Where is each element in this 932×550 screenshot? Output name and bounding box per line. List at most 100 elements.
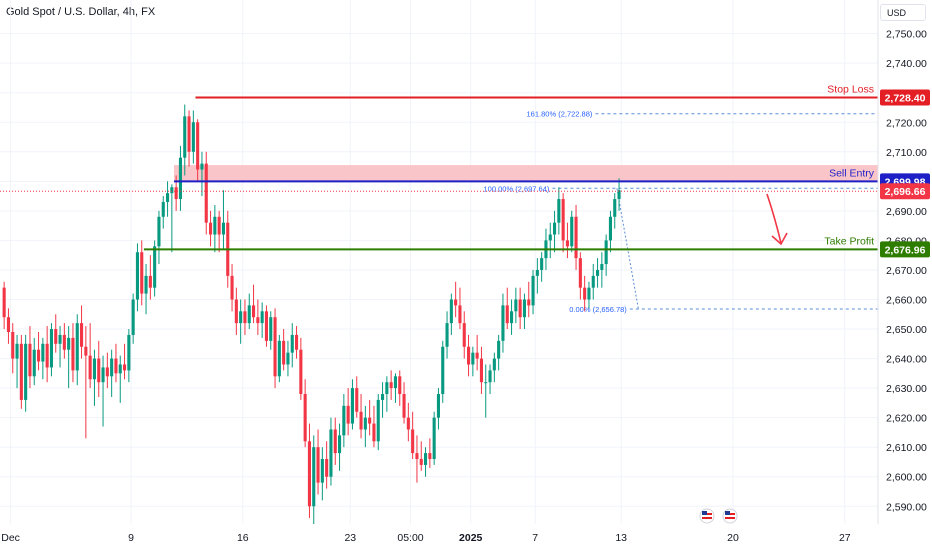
time-tick-label: 13	[615, 532, 627, 544]
candle-body	[191, 122, 195, 152]
fib-label: 100.00% (2,697.64)	[484, 184, 550, 193]
candle-body	[604, 240, 608, 265]
candle-body	[247, 305, 251, 324]
candle-body	[411, 429, 415, 454]
price-badge-label: 2,696.66	[885, 186, 926, 198]
candle-body	[252, 305, 256, 318]
candle-body	[583, 287, 587, 300]
candle-body	[24, 343, 28, 400]
price-tick-label: 2,690.00	[886, 206, 927, 218]
candle-body	[329, 429, 333, 477]
candle-body	[58, 334, 62, 344]
candle-body	[557, 199, 561, 223]
time-tick-label: Dec	[1, 532, 20, 544]
candle-body	[342, 405, 346, 436]
fib-label: 0.00% (2,656.78)	[569, 305, 627, 314]
level-label: Sell Entry	[829, 167, 875, 179]
candle-body	[41, 343, 45, 362]
price-tick-label: 2,720.00	[886, 117, 927, 129]
candle-body	[368, 417, 372, 424]
currency-selector[interactable]: USD	[880, 4, 926, 21]
price-tick-label: 2,750.00	[886, 29, 927, 41]
candle-body	[436, 394, 440, 418]
candle-body	[11, 331, 15, 359]
candle-body	[15, 343, 19, 359]
candle-body	[71, 337, 75, 371]
candle-body	[277, 340, 281, 377]
candle-body	[445, 323, 449, 347]
price-tick-label: 2,610.00	[886, 442, 927, 454]
candle-body	[350, 388, 354, 424]
sell-zone-rect	[174, 165, 878, 182]
trade-levels: Stop Loss Sell Entry Take Profit	[0, 83, 878, 251]
candle-body	[471, 352, 475, 365]
time-tick-label: 2025	[459, 532, 483, 544]
flag-stripe	[725, 517, 735, 519]
candle-body	[153, 246, 157, 288]
candle-body	[131, 299, 135, 335]
candle-body	[376, 399, 380, 442]
candle-body	[535, 269, 539, 276]
candle-body	[286, 352, 290, 365]
candle-body	[256, 317, 260, 324]
candle-body	[144, 275, 148, 294]
candle-body	[355, 388, 359, 412]
candle-body	[402, 394, 406, 418]
chart-grid	[0, 0, 878, 524]
candle-body	[501, 305, 505, 341]
candle-body	[80, 323, 84, 347]
candle-body	[527, 299, 531, 306]
candle-body	[484, 382, 488, 384]
candle-body	[389, 382, 393, 389]
candle-body	[467, 346, 471, 365]
price-tick-label: 2,740.00	[886, 58, 927, 70]
candle-body	[617, 190, 621, 200]
candle-body	[140, 252, 144, 294]
candle-body	[49, 329, 53, 368]
candle-body	[497, 340, 501, 359]
candle-body	[118, 364, 122, 374]
candle-body	[316, 447, 320, 483]
candle-body	[462, 323, 466, 347]
price-tick-label: 2,710.00	[886, 147, 927, 159]
candle-body	[553, 222, 557, 235]
candle-body	[62, 334, 66, 350]
candle-body	[2, 287, 6, 318]
candle-body	[67, 337, 71, 350]
price-tick-label: 2,670.00	[886, 265, 927, 277]
candle-body	[243, 311, 247, 324]
candle-body	[424, 453, 428, 465]
time-tick-label: 9	[128, 532, 134, 544]
candle-body	[441, 346, 445, 395]
candle-body	[239, 311, 243, 324]
candle-body	[84, 346, 88, 356]
fib-levels: 161.80% (2,722.88) 100.00% (2,697.64) 0.00…	[484, 110, 878, 314]
candle-body	[200, 163, 204, 170]
candle-body	[19, 343, 23, 400]
time-tick-label: 7	[532, 532, 538, 544]
candle-body	[454, 299, 458, 306]
candle-body	[45, 343, 49, 368]
candle-body	[290, 334, 294, 353]
candle-body	[565, 240, 569, 247]
candle-body	[196, 122, 200, 170]
candle-body	[372, 423, 376, 442]
candle-body	[183, 116, 187, 158]
candle-body	[574, 216, 578, 259]
candle-body	[217, 216, 221, 235]
price-badge-label: 2,676.96	[885, 244, 926, 256]
candle-body	[363, 417, 367, 430]
candle-body	[449, 299, 453, 324]
candle-body	[325, 459, 329, 477]
level-label: Stop Loss	[827, 83, 874, 95]
candle-body	[561, 199, 565, 241]
candle-body	[514, 299, 518, 312]
candle-body	[135, 252, 139, 300]
fib-label: 161.80% (2,722.88)	[527, 110, 593, 119]
candle-body	[608, 216, 612, 241]
candle-body	[54, 329, 58, 344]
candle-body	[587, 287, 591, 300]
time-axis[interactable]: Dec 9 16 23 05:00 2025 7 13 20 27	[1, 532, 851, 544]
candle-body	[269, 317, 273, 341]
